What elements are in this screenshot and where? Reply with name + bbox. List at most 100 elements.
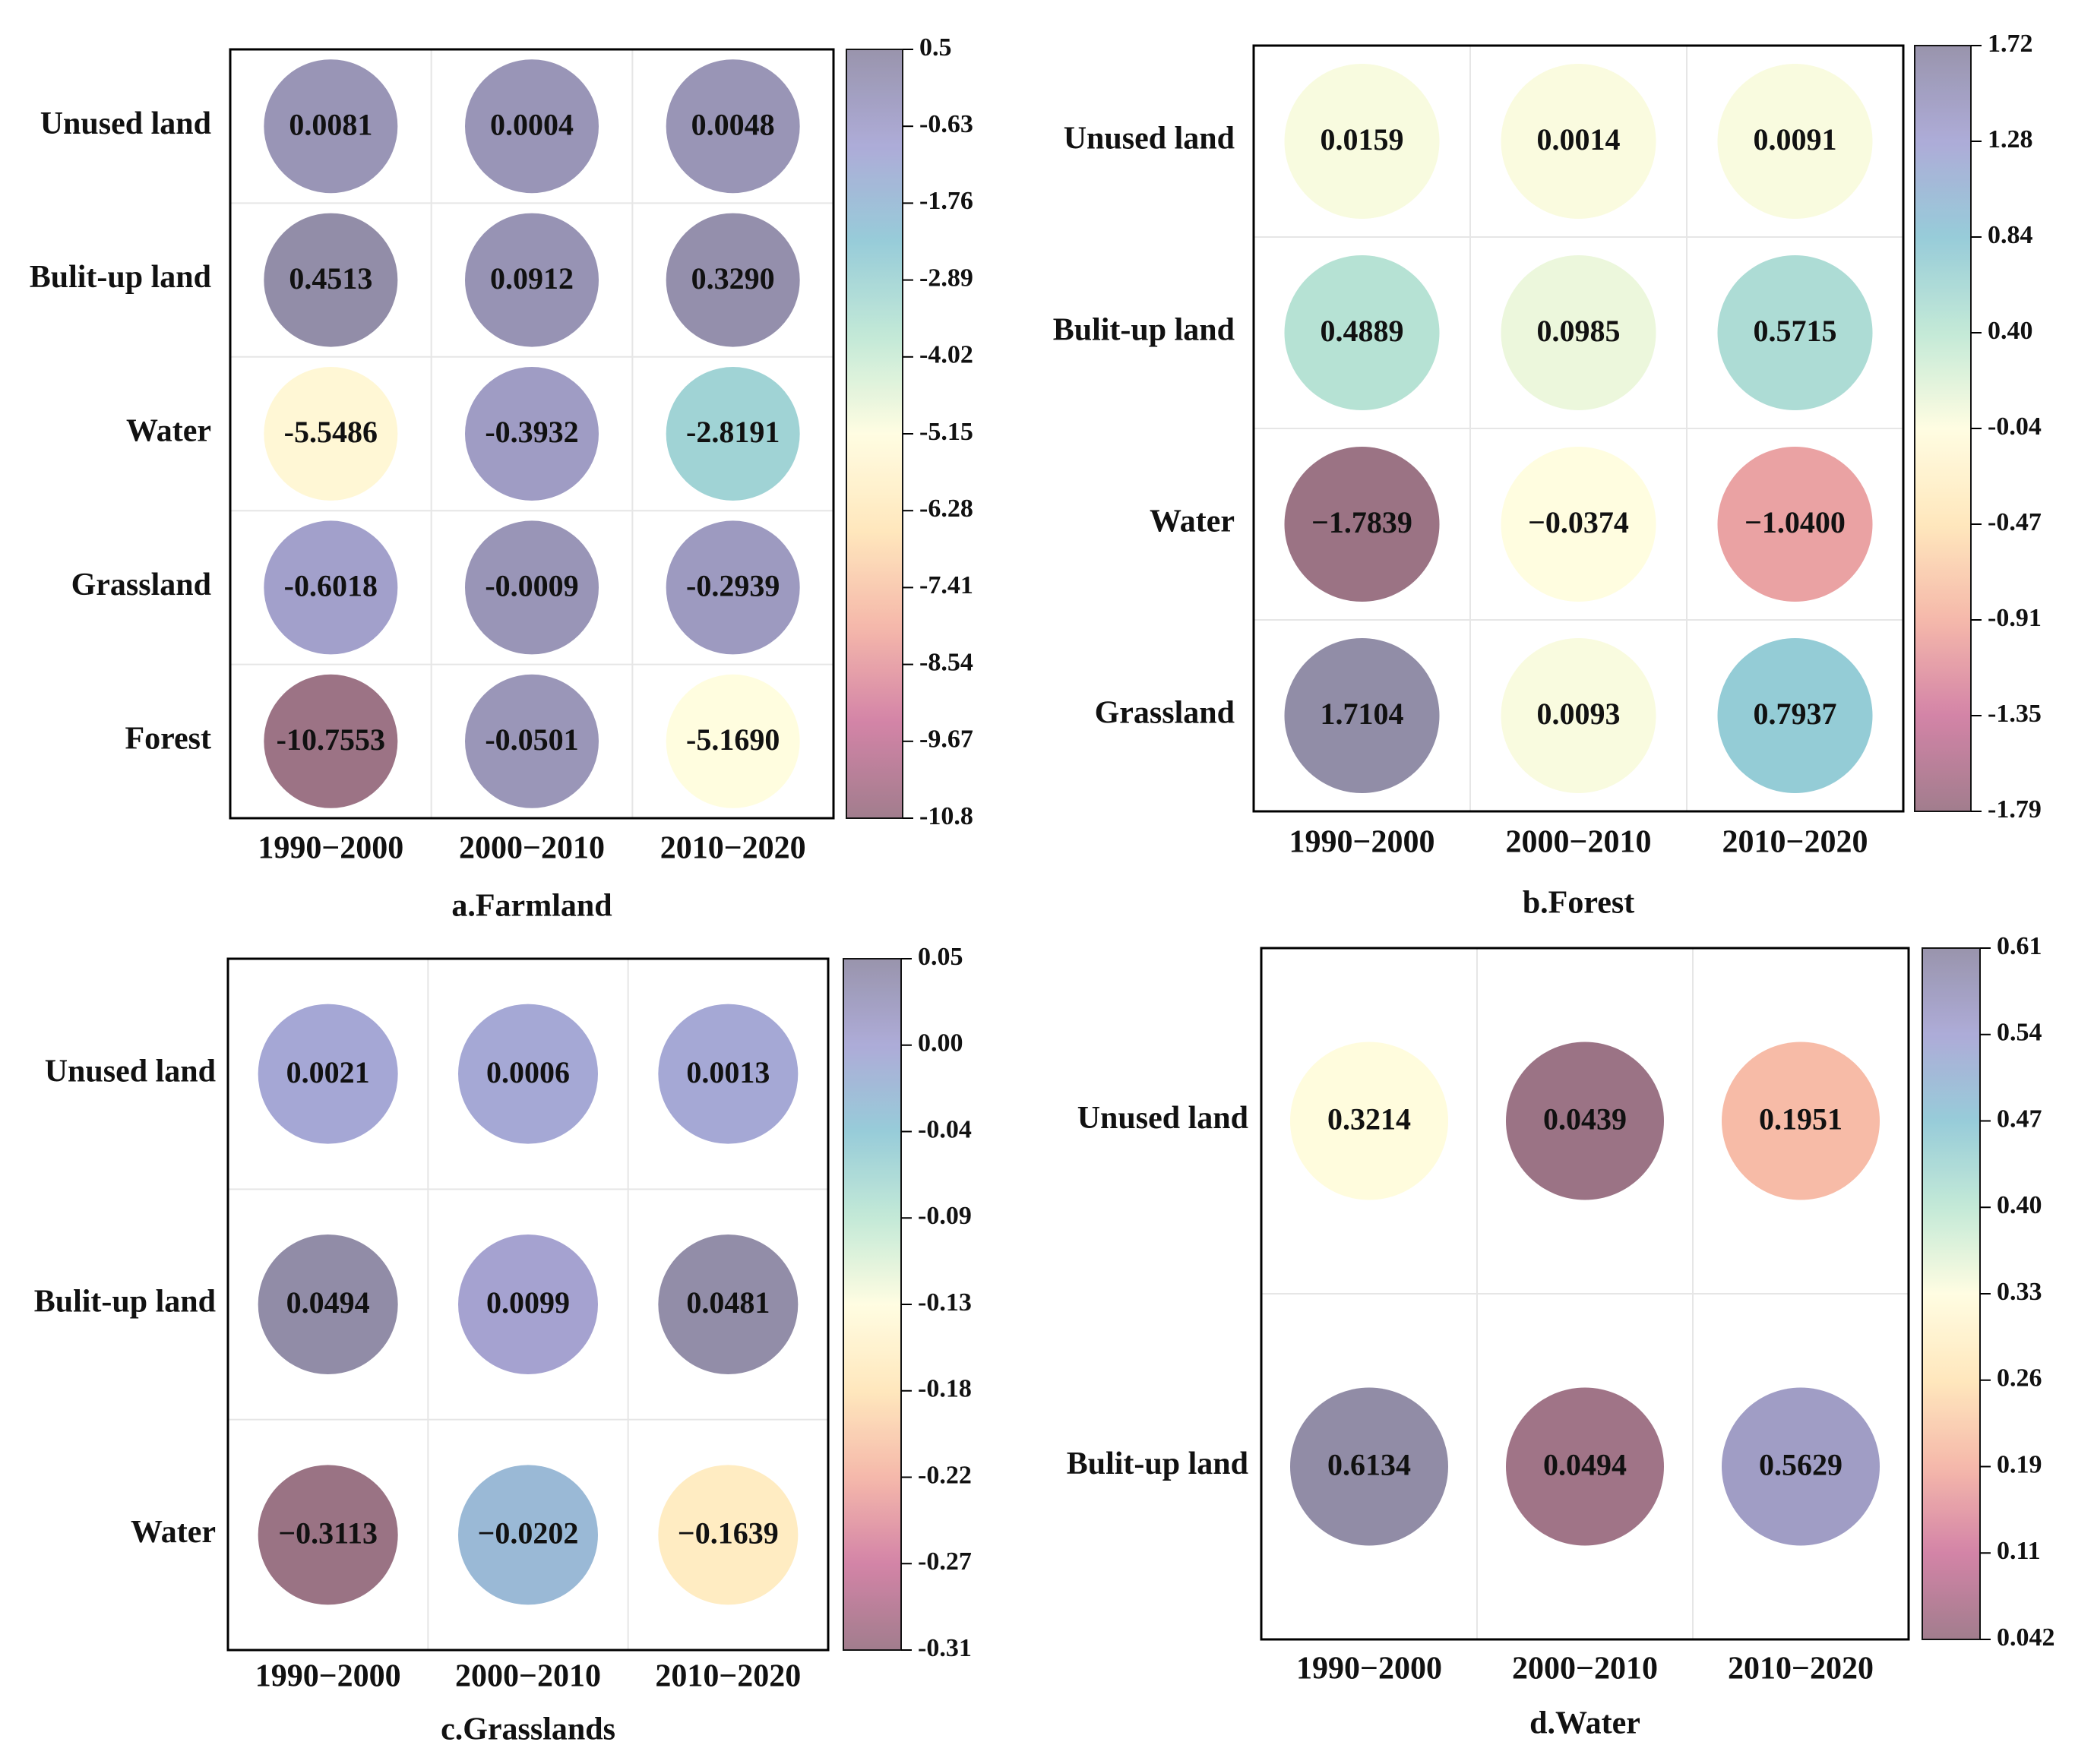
row-label: Water [1150, 504, 1235, 539]
heatmap-cell-circle [666, 674, 800, 808]
column-label: 1990−2000 [1289, 825, 1435, 860]
cell-value-label: -5.5486 [284, 415, 378, 449]
colorbar-tick-label: -0.63 [919, 110, 973, 138]
heatmap-cell-circle [258, 1234, 398, 1374]
cell-value-label: 0.0048 [691, 107, 775, 141]
heatmap-cell-circle [658, 1465, 799, 1605]
cell-value-label: 0.0013 [686, 1055, 770, 1089]
heatmap-cell-circle [465, 520, 599, 655]
cell-value-label: 0.0021 [286, 1055, 370, 1089]
cell-value-label: 0.0093 [1537, 697, 1621, 731]
cell-value-label: 0.4513 [289, 261, 372, 296]
row-label: Grassland [71, 567, 211, 602]
heatmap-cell-circle [1506, 1387, 1664, 1546]
heatmap-cell-circle [658, 1234, 799, 1374]
colorbar-tick-label: -0.09 [918, 1202, 972, 1230]
column-label: 2000−2010 [459, 831, 605, 866]
colorbar-tick-label: -5.15 [919, 418, 973, 446]
cell-value-label: -0.2939 [686, 569, 780, 603]
cell-value-label: 0.0081 [289, 107, 372, 141]
heatmap-cell-circle [465, 674, 599, 808]
colorbar-tick-label: -0.04 [1988, 413, 2042, 441]
plot-frame [226, 957, 830, 1652]
colorbar-tick-label: 0.05 [918, 943, 963, 971]
cell-value-label: -2.8191 [686, 415, 780, 449]
cell-value-label: 0.7937 [1754, 697, 1837, 731]
colorbar [843, 958, 902, 1651]
colorbar-tick-label: 0.54 [1997, 1019, 2042, 1047]
heatmap-cell-circle [264, 674, 398, 808]
heatmap-cell-circle [465, 367, 599, 501]
row-label: Bulit-up land [34, 1285, 216, 1320]
colorbar-tick-label: -7.41 [919, 571, 973, 599]
heatmap-cell-circle [1722, 1042, 1880, 1200]
row-label: Bulit-up land [1053, 313, 1235, 348]
colorbar-tick-label: 0.19 [1997, 1450, 2042, 1478]
heatmap-cell-circle [264, 520, 398, 655]
row-label: Unused land [1077, 1101, 1248, 1136]
plot-frame [1252, 44, 1905, 813]
heatmap-cell-circle [264, 59, 398, 194]
column-label: 1990−2000 [255, 1659, 401, 1694]
heatmap-cell-circle [666, 59, 800, 194]
cell-value-label: 0.0985 [1537, 314, 1621, 348]
colorbar-tick-label: -4.02 [919, 341, 973, 369]
cell-value-label: 0.6134 [1327, 1448, 1411, 1482]
cell-value-label: 0.0159 [1321, 122, 1404, 156]
heatmap-cell-circle [458, 1234, 598, 1374]
heatmap-cell-circle [258, 1465, 398, 1605]
heatmap-cell-circle [1284, 638, 1440, 793]
cell-value-label: -0.0501 [485, 722, 578, 757]
column-label: 2010−2020 [1728, 1652, 1874, 1687]
heatmap-cell-circle [1717, 638, 1873, 793]
heatmap-cell-circle [1284, 64, 1440, 219]
colorbar-tick-label: -1.76 [919, 187, 973, 215]
colorbar-tick-label: -10.8 [919, 802, 973, 830]
colorbar [846, 49, 903, 819]
cell-value-label: −1.0400 [1744, 505, 1846, 539]
cell-value-label: -0.3932 [485, 415, 578, 449]
plot-frame [229, 48, 835, 820]
heatmap-cell-circle [264, 213, 398, 347]
cell-value-label: 0.5629 [1759, 1448, 1843, 1482]
colorbar-tick-label: -1.79 [1988, 795, 2042, 824]
row-label: Unused land [1064, 122, 1235, 156]
cell-value-label: 0.0004 [490, 107, 574, 141]
plot-frame [1260, 947, 1910, 1641]
colorbar-tick-label: 0.042 [1997, 1623, 2055, 1652]
panel-title: d.Water [1529, 1706, 1640, 1741]
row-label: Bulit-up land [30, 260, 211, 295]
colorbar [1914, 45, 1972, 812]
colorbar [1922, 947, 1981, 1640]
heatmap-cell-circle [258, 1004, 398, 1144]
colorbar-tick-label: -1.35 [1988, 700, 2042, 728]
cell-value-label: 0.1951 [1759, 1102, 1843, 1136]
colorbar-tick-label: 1.28 [1988, 125, 2033, 153]
heatmap-cell-circle [465, 213, 599, 347]
column-label: 2000−2010 [1506, 825, 1652, 860]
heatmap-cell-circle [1290, 1387, 1448, 1546]
cell-value-label: −0.0202 [478, 1516, 579, 1551]
cell-value-label: −0.1639 [678, 1516, 779, 1551]
cell-value-label: −1.7839 [1311, 505, 1412, 539]
colorbar-tick-label: -0.31 [918, 1634, 972, 1662]
cell-value-label: 0.0091 [1754, 122, 1837, 156]
heatmap-cell-circle [264, 367, 398, 501]
panel-title: a.Farmland [451, 889, 612, 924]
cell-value-label: −0.0374 [1528, 505, 1629, 539]
colorbar-tick-label: 0.11 [1997, 1537, 2041, 1565]
panel-title: b.Forest [1523, 886, 1634, 921]
heatmap-cell-circle [1717, 447, 1873, 602]
colorbar-tick-label: 0.47 [1997, 1105, 2042, 1133]
cell-value-label: 0.0494 [286, 1285, 370, 1320]
colorbar-tick-label: -8.54 [919, 648, 973, 676]
colorbar-tick-label: -0.27 [918, 1547, 972, 1576]
panel-title: c.Grasslands [441, 1712, 615, 1747]
column-label: 1990−2000 [258, 831, 403, 866]
cell-value-label: 0.0912 [490, 261, 574, 296]
cell-value-label: 0.0006 [486, 1055, 570, 1089]
column-label: 2010−2020 [655, 1659, 801, 1694]
cell-value-label: 0.0014 [1537, 122, 1621, 156]
cell-value-label: 0.3214 [1327, 1102, 1411, 1136]
